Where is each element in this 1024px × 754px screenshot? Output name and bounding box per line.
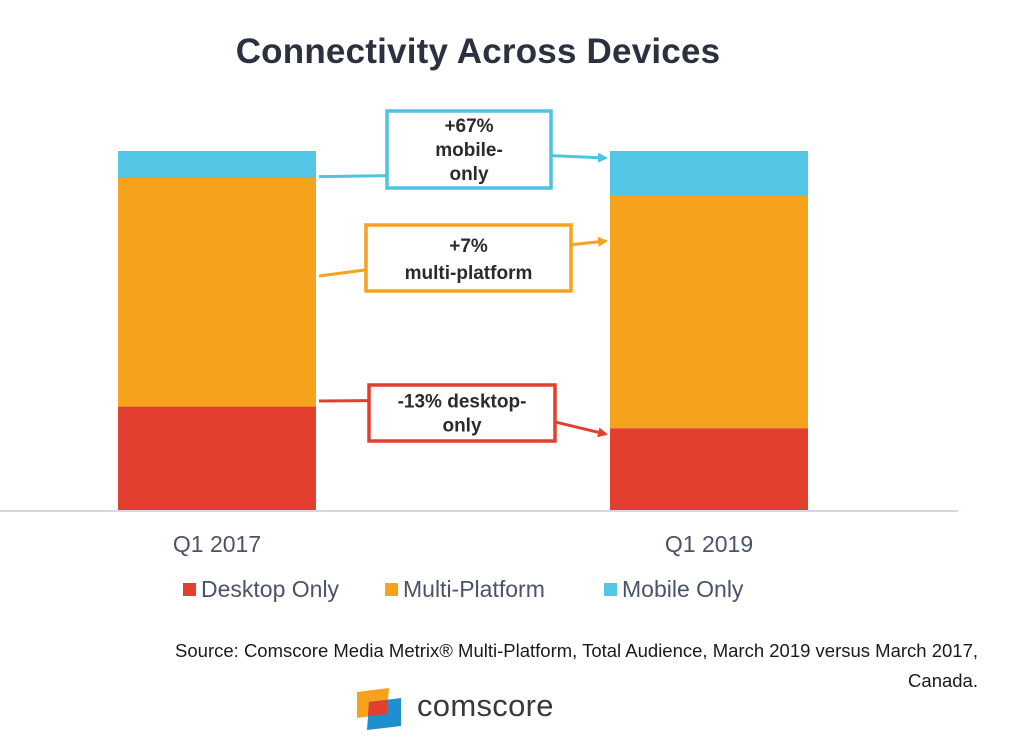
chart-title: Connectivity Across Devices xyxy=(235,32,721,71)
bar-segment-desktop-only-q1-2017 xyxy=(118,406,316,511)
x-tick-label: Q1 2017 xyxy=(173,531,261,557)
source-line-2: Canada. xyxy=(908,670,978,691)
callout-text-line: +67% xyxy=(444,116,493,137)
bar-segment-desktop-only-q1-2019 xyxy=(610,428,808,511)
callout-desktop-only: -13% desktop-only xyxy=(318,383,608,443)
legend-swatch xyxy=(604,583,617,596)
legend-item-mobile-only: Mobile Only xyxy=(604,576,744,602)
bar-segment-multi-platform-q1-2019 xyxy=(610,196,808,429)
callout-multi-platform: +7% multi-platform xyxy=(318,223,608,293)
callout-box xyxy=(385,109,553,190)
bar-segment-multi-platform-q1-2017 xyxy=(118,178,316,407)
callout-box xyxy=(367,383,557,443)
brand-name: comscore xyxy=(417,688,554,723)
legend-item-multi-platform: Multi-Platform xyxy=(385,576,545,602)
callout-text-line: +7% xyxy=(449,236,488,257)
bar-segment-mobile-only-q1-2017 xyxy=(118,151,316,178)
callout-text-line: mobile- xyxy=(435,140,503,161)
stacked-bar-chart: Q1 2017 Q1 2019 +67% mobile-only +7% multi-p… xyxy=(0,109,958,602)
legend-item-desktop-only: Desktop Only xyxy=(183,576,340,602)
comscore-logo-icon xyxy=(357,688,401,730)
callout-text-line: multi-platform xyxy=(405,263,533,284)
callout-text-line: only xyxy=(449,164,488,185)
callout-text-line: only xyxy=(442,416,481,437)
callout-line-in xyxy=(318,268,367,278)
callout-text-line: -13% desktop- xyxy=(398,392,527,413)
callout-arrow-out xyxy=(550,152,608,163)
legend-label: Multi-Platform xyxy=(403,576,545,602)
callout-arrow-out xyxy=(570,236,608,247)
legend-label: Desktop Only xyxy=(201,576,340,602)
x-tick-label: Q1 2019 xyxy=(665,531,753,557)
source-line-1: Source: Comscore Media Metrix® Multi-Pla… xyxy=(175,640,978,661)
brand-logo: comscore xyxy=(355,688,595,732)
callout-mobile-only: +67% mobile-only xyxy=(318,109,608,190)
bar-segment-mobile-only-q1-2019 xyxy=(610,151,808,196)
callout-arrow-out xyxy=(554,420,608,438)
legend-swatch xyxy=(183,583,196,596)
callout-box xyxy=(364,223,573,293)
source-note: Source: Comscore Media Metrix® Multi-Pla… xyxy=(18,636,978,696)
callout-line-in xyxy=(318,174,388,179)
legend-swatch xyxy=(385,583,398,596)
legend-label: Mobile Only xyxy=(622,576,744,602)
